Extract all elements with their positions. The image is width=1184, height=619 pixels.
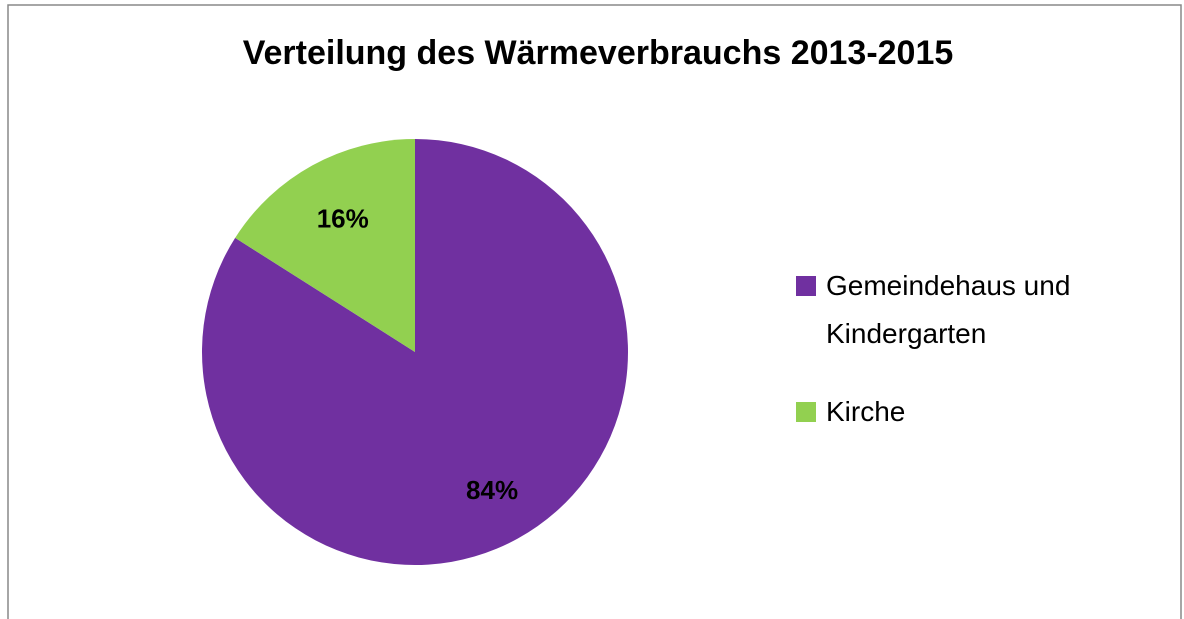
data-label: 84%	[466, 475, 518, 505]
legend: Gemeindehaus und Kindergarten Kirche	[796, 262, 1126, 466]
pie-slice	[202, 139, 629, 565]
legend-label: Gemeindehaus und Kindergarten	[826, 270, 1071, 349]
data-label: 16%	[317, 203, 369, 233]
legend-swatch	[796, 402, 816, 422]
chart-border	[7, 4, 1182, 619]
legend-item: Gemeindehaus und Kindergarten	[796, 262, 1126, 358]
legend-label: Kirche	[826, 396, 906, 427]
legend-item: Kirche	[796, 388, 1126, 436]
legend-swatch	[796, 276, 816, 296]
pie-slice	[235, 139, 415, 352]
chart-title: Verteilung des Wärmeverbrauchs 2013-2015	[243, 34, 954, 72]
